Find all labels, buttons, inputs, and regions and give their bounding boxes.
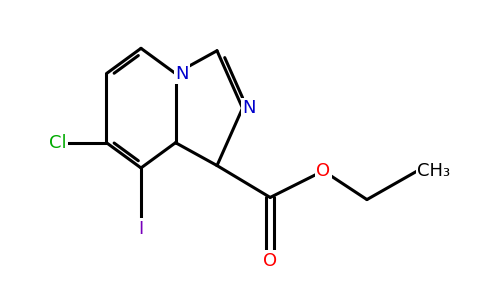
Text: CH₃: CH₃ [417,162,451,180]
Text: I: I [138,220,144,238]
Text: N: N [242,99,256,117]
Text: O: O [263,252,277,270]
Text: Cl: Cl [49,134,67,152]
Text: O: O [316,162,331,180]
Text: N: N [176,64,189,82]
